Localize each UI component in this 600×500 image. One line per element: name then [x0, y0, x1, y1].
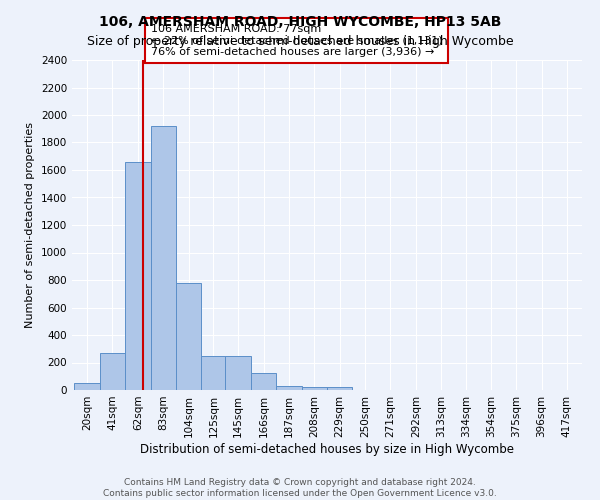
- Bar: [276, 386, 302, 390]
- Bar: [151, 126, 176, 390]
- Bar: [202, 356, 226, 390]
- Bar: [74, 383, 100, 390]
- Bar: [100, 353, 125, 390]
- Text: 106 AMERSHAM ROAD: 77sqm
← 22% of semi-detached houses are smaller (1,131)
76% o: 106 AMERSHAM ROAD: 77sqm ← 22% of semi-d…: [151, 24, 442, 57]
- Bar: [125, 162, 151, 390]
- Bar: [302, 386, 327, 390]
- Bar: [251, 373, 276, 390]
- Bar: [327, 386, 352, 390]
- Text: Size of property relative to semi-detached houses in High Wycombe: Size of property relative to semi-detach…: [86, 35, 514, 48]
- Text: Contains HM Land Registry data © Crown copyright and database right 2024.
Contai: Contains HM Land Registry data © Crown c…: [103, 478, 497, 498]
- Text: 106, AMERSHAM ROAD, HIGH WYCOMBE, HP13 5AB: 106, AMERSHAM ROAD, HIGH WYCOMBE, HP13 5…: [99, 15, 501, 29]
- X-axis label: Distribution of semi-detached houses by size in High Wycombe: Distribution of semi-detached houses by …: [140, 442, 514, 456]
- Bar: [176, 283, 202, 390]
- Y-axis label: Number of semi-detached properties: Number of semi-detached properties: [25, 122, 35, 328]
- Bar: [226, 356, 251, 390]
